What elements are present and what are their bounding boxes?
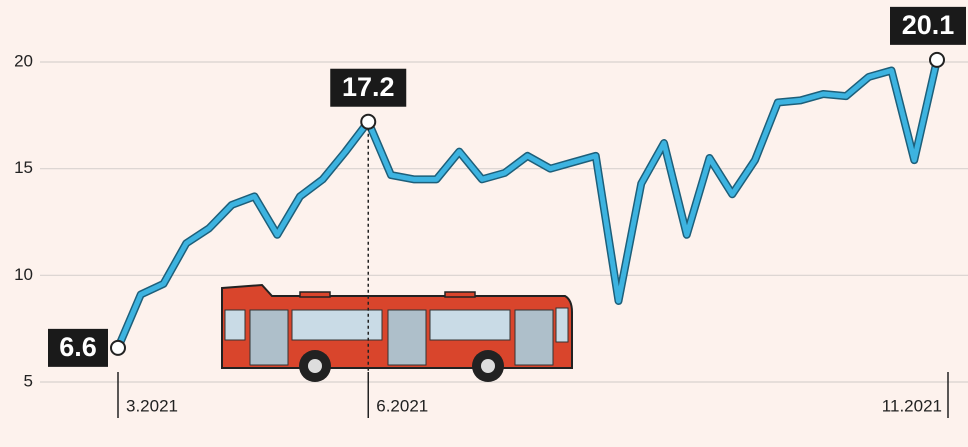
- point: [111, 341, 125, 355]
- x-tick-label: 6.2021: [376, 396, 428, 415]
- y-tick-label: 5: [24, 371, 33, 390]
- value-label: 6.6: [59, 332, 97, 362]
- x-tick-label: 3.2021: [126, 396, 178, 415]
- y-tick-label: 10: [14, 265, 33, 284]
- value-label: 20.1: [902, 10, 955, 40]
- y-tick-label: 15: [14, 158, 33, 177]
- point: [930, 53, 944, 67]
- bus-illustration: [222, 285, 572, 382]
- chart: 5 10 15 20 3.2021 6.2021 11.2021 6.6 17.2 20.1: [0, 0, 968, 447]
- x-tick-label: 11.2021: [882, 396, 942, 415]
- value-label: 17.2: [342, 72, 395, 102]
- page: 51015203.20216.202111.2021 6.617.220.1 (…: [0, 0, 968, 447]
- y-tick-label: 20: [14, 51, 33, 70]
- point: [361, 115, 375, 129]
